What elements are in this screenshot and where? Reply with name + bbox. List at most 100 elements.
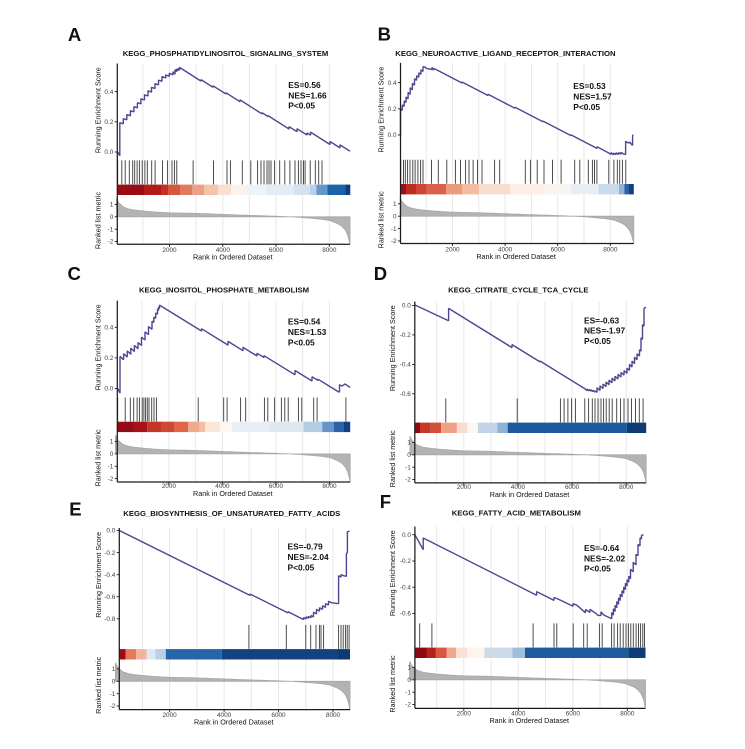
- svg-text:KEGG_BIOSYNTHESIS_OF_UNSATURAT: KEGG_BIOSYNTHESIS_OF_UNSATURATED_FATTY_A…: [123, 509, 340, 518]
- svg-text:2000: 2000: [457, 484, 472, 491]
- svg-text:8000: 8000: [603, 246, 618, 253]
- svg-text:6000: 6000: [271, 712, 286, 719]
- svg-text:ES=-0.63: ES=-0.63: [584, 315, 619, 325]
- svg-text:4000: 4000: [217, 712, 232, 719]
- svg-text:Ranked list metric: Ranked list metric: [388, 430, 397, 488]
- svg-text:-1: -1: [405, 689, 411, 696]
- svg-text:P<0.05: P<0.05: [584, 564, 611, 574]
- svg-text:Rank in Ordered Dataset: Rank in Ordered Dataset: [193, 489, 273, 498]
- svg-text:-2: -2: [391, 238, 397, 245]
- svg-text:-0.4: -0.4: [400, 362, 411, 369]
- svg-text:ES=-0.64: ES=-0.64: [584, 543, 619, 553]
- svg-text:-2: -2: [405, 477, 411, 484]
- svg-text:0.0: 0.0: [402, 532, 411, 539]
- svg-text:4000: 4000: [511, 484, 526, 491]
- svg-text:-0.2: -0.2: [400, 332, 411, 339]
- svg-text:-2: -2: [405, 702, 411, 709]
- svg-text:Running Enrichment Score: Running Enrichment Score: [93, 67, 102, 153]
- svg-text:Ranked list metric: Ranked list metric: [93, 192, 102, 250]
- svg-text:-0.4: -0.4: [400, 584, 411, 591]
- svg-text:2000: 2000: [162, 712, 177, 719]
- svg-text:0.2: 0.2: [388, 106, 397, 113]
- svg-text:Rank in Ordered Dataset: Rank in Ordered Dataset: [193, 253, 273, 262]
- svg-text:Running Enrichment Score: Running Enrichment Score: [94, 532, 103, 618]
- svg-text:6000: 6000: [566, 710, 581, 717]
- svg-text:8000: 8000: [620, 710, 635, 717]
- svg-text:0.4: 0.4: [104, 89, 113, 96]
- svg-text:0: 0: [407, 452, 411, 459]
- svg-text:8000: 8000: [326, 712, 341, 719]
- svg-text:D: D: [374, 263, 387, 284]
- svg-text:6000: 6000: [551, 246, 566, 253]
- svg-text:P<0.05: P<0.05: [584, 336, 611, 346]
- svg-text:0: 0: [110, 214, 114, 221]
- svg-text:Ranked list metric: Ranked list metric: [93, 429, 102, 487]
- svg-text:-1: -1: [110, 691, 116, 698]
- svg-text:-0.2: -0.2: [104, 550, 115, 557]
- svg-text:B: B: [378, 24, 391, 45]
- svg-text:0.4: 0.4: [104, 325, 113, 332]
- svg-text:-1: -1: [108, 464, 114, 471]
- svg-text:KEGG_NEUROACTIVE_LIGAND_RECEPT: KEGG_NEUROACTIVE_LIGAND_RECEPTOR_INTERAC…: [395, 49, 616, 58]
- svg-text:4000: 4000: [498, 246, 513, 253]
- svg-text:6000: 6000: [269, 483, 284, 490]
- svg-text:1: 1: [393, 201, 397, 208]
- svg-text:F: F: [380, 491, 391, 512]
- svg-text:-2: -2: [110, 703, 116, 710]
- svg-text:8000: 8000: [322, 483, 337, 490]
- svg-text:ES=-0.79: ES=-0.79: [288, 542, 323, 552]
- svg-text:Running Enrichment Score: Running Enrichment Score: [377, 67, 386, 153]
- svg-text:1: 1: [110, 439, 114, 446]
- svg-text:0.0: 0.0: [402, 303, 411, 310]
- svg-text:Ranked list metric: Ranked list metric: [94, 656, 103, 714]
- svg-text:P<0.05: P<0.05: [288, 562, 315, 572]
- svg-text:-0.6: -0.6: [400, 391, 411, 398]
- svg-text:Rank in Ordered Dataset: Rank in Ordered Dataset: [490, 490, 570, 499]
- svg-text:Running Enrichment Score: Running Enrichment Score: [93, 304, 102, 390]
- svg-text:2000: 2000: [445, 246, 460, 253]
- svg-text:KEGG_FATTY_ACID_METABOLISM: KEGG_FATTY_ACID_METABOLISM: [452, 509, 581, 518]
- svg-text:0.0: 0.0: [106, 528, 115, 535]
- svg-text:-2: -2: [108, 476, 114, 483]
- svg-text:0: 0: [110, 451, 114, 458]
- svg-text:1: 1: [110, 202, 114, 209]
- svg-text:Ranked list metric: Ranked list metric: [388, 655, 397, 713]
- svg-text:A: A: [68, 24, 81, 45]
- svg-text:E: E: [69, 498, 81, 519]
- svg-text:NES=1.53: NES=1.53: [288, 327, 327, 337]
- svg-text:2000: 2000: [457, 710, 472, 717]
- svg-text:Rank in Ordered Dataset: Rank in Ordered Dataset: [194, 717, 274, 726]
- svg-text:0.4: 0.4: [388, 80, 397, 87]
- svg-text:Running Enrichment Score: Running Enrichment Score: [388, 305, 397, 391]
- svg-text:C: C: [68, 263, 81, 284]
- svg-text:-2: -2: [108, 239, 114, 246]
- svg-text:0: 0: [393, 213, 397, 220]
- svg-text:4000: 4000: [511, 710, 526, 717]
- svg-text:-0.4: -0.4: [104, 572, 115, 579]
- svg-text:0.0: 0.0: [388, 132, 397, 139]
- svg-text:0.2: 0.2: [104, 355, 113, 362]
- svg-text:0.0: 0.0: [104, 149, 113, 156]
- svg-text:6000: 6000: [269, 247, 284, 254]
- svg-text:P<0.05: P<0.05: [573, 102, 600, 112]
- svg-text:1: 1: [112, 666, 116, 673]
- svg-text:NES=1.66: NES=1.66: [288, 90, 327, 100]
- svg-text:-0.6: -0.6: [104, 594, 115, 601]
- svg-text:1: 1: [407, 665, 411, 672]
- svg-text:2000: 2000: [162, 483, 177, 490]
- svg-text:KEGG_INOSITOL_PHOSPHATE_METABO: KEGG_INOSITOL_PHOSPHATE_METABOLISM: [139, 285, 309, 294]
- svg-text:ES=0.54: ES=0.54: [288, 317, 321, 327]
- svg-text:0.2: 0.2: [104, 119, 113, 126]
- svg-text:2000: 2000: [162, 247, 177, 254]
- svg-text:NES=-1.97: NES=-1.97: [584, 326, 626, 336]
- svg-text:ES=0.53: ES=0.53: [573, 81, 606, 91]
- svg-text:0: 0: [112, 679, 116, 686]
- svg-text:8000: 8000: [322, 247, 337, 254]
- svg-text:4000: 4000: [215, 483, 230, 490]
- svg-text:NES=-2.04: NES=-2.04: [288, 552, 330, 562]
- svg-text:P<0.05: P<0.05: [288, 337, 315, 347]
- svg-text:Ranked list metric: Ranked list metric: [377, 191, 386, 249]
- svg-text:P<0.05: P<0.05: [288, 101, 315, 111]
- svg-text:6000: 6000: [565, 484, 580, 491]
- svg-text:Rank in Ordered Dataset: Rank in Ordered Dataset: [489, 716, 569, 725]
